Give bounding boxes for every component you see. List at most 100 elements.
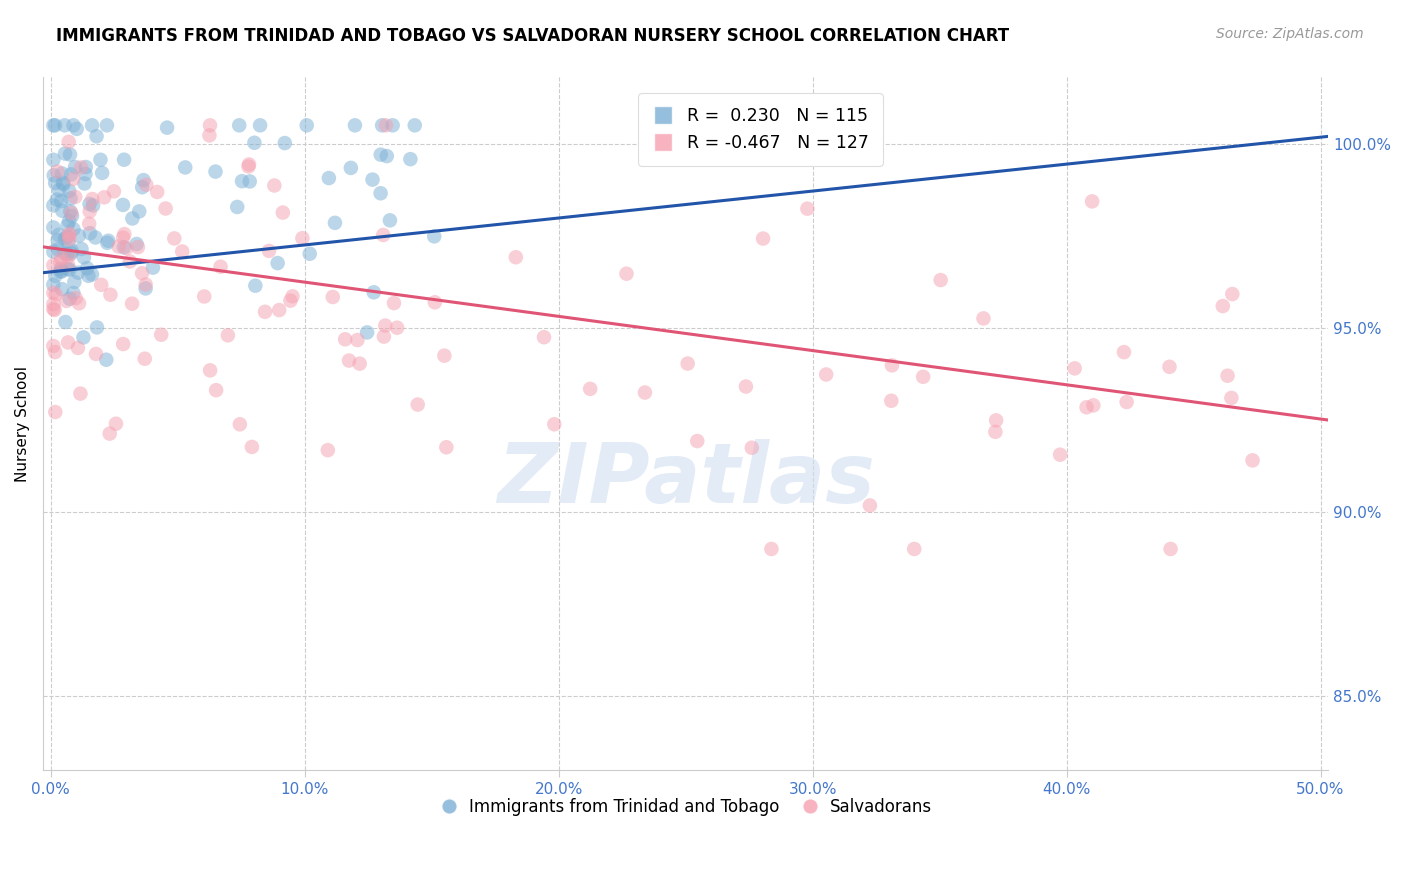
Point bbox=[375, 149, 398, 163]
Point bbox=[240, 440, 263, 454]
Point bbox=[67, 266, 90, 280]
Point bbox=[676, 357, 699, 371]
Text: IMMIGRANTS FROM TRINIDAD AND TOBAGO VS SALVADORAN NURSERY SCHOOL CORRELATION CHA: IMMIGRANTS FROM TRINIDAD AND TOBAGO VS S… bbox=[56, 27, 1010, 45]
Point bbox=[533, 330, 555, 344]
Point bbox=[340, 161, 363, 175]
Point bbox=[135, 178, 157, 192]
Point bbox=[373, 329, 395, 343]
Point bbox=[174, 161, 197, 175]
Point bbox=[42, 258, 65, 272]
Point bbox=[44, 405, 66, 419]
Point bbox=[65, 190, 87, 204]
Point bbox=[58, 228, 80, 243]
Point bbox=[59, 147, 82, 161]
Point bbox=[58, 236, 80, 251]
Point bbox=[112, 337, 135, 351]
Point bbox=[75, 167, 97, 181]
Point bbox=[56, 219, 79, 233]
Point bbox=[82, 192, 104, 206]
Point bbox=[118, 254, 141, 268]
Point bbox=[112, 240, 135, 254]
Point bbox=[198, 363, 221, 377]
Point bbox=[44, 268, 66, 283]
Point bbox=[163, 231, 186, 245]
Point bbox=[51, 264, 73, 278]
Point bbox=[80, 268, 103, 282]
Point bbox=[231, 174, 253, 188]
Point bbox=[1212, 299, 1234, 313]
Point bbox=[239, 174, 262, 188]
Point bbox=[1220, 287, 1243, 301]
Point bbox=[45, 193, 67, 207]
Point bbox=[815, 368, 838, 382]
Point bbox=[42, 169, 65, 183]
Point bbox=[44, 176, 66, 190]
Point bbox=[245, 278, 267, 293]
Point bbox=[406, 398, 429, 412]
Point bbox=[125, 237, 148, 252]
Point bbox=[378, 213, 401, 227]
Point bbox=[205, 383, 228, 397]
Point bbox=[373, 227, 395, 242]
Point bbox=[281, 289, 304, 303]
Point bbox=[49, 262, 72, 277]
Point bbox=[423, 295, 446, 310]
Point bbox=[253, 305, 276, 319]
Point bbox=[53, 119, 76, 133]
Point bbox=[42, 285, 65, 300]
Point bbox=[984, 425, 1007, 439]
Point bbox=[100, 287, 122, 301]
Point bbox=[156, 120, 179, 135]
Point bbox=[1083, 398, 1105, 412]
Point bbox=[44, 119, 66, 133]
Text: Source: ZipAtlas.com: Source: ZipAtlas.com bbox=[1216, 27, 1364, 41]
Point bbox=[121, 296, 143, 310]
Point bbox=[752, 231, 775, 245]
Point bbox=[96, 119, 118, 133]
Point bbox=[60, 206, 83, 220]
Point bbox=[363, 285, 385, 300]
Point bbox=[42, 244, 65, 259]
Point bbox=[103, 185, 125, 199]
Point bbox=[1049, 448, 1071, 462]
Point bbox=[217, 328, 239, 343]
Point bbox=[97, 234, 120, 248]
Point bbox=[51, 167, 73, 181]
Point bbox=[62, 119, 84, 133]
Point bbox=[796, 202, 818, 216]
Point bbox=[56, 247, 79, 261]
Point bbox=[929, 273, 952, 287]
Point bbox=[271, 205, 294, 219]
Point bbox=[96, 235, 118, 250]
Point bbox=[112, 230, 135, 244]
Point bbox=[291, 231, 314, 245]
Point bbox=[1216, 368, 1239, 383]
Point bbox=[65, 291, 87, 305]
Point bbox=[80, 119, 103, 133]
Point bbox=[59, 191, 82, 205]
Point bbox=[735, 379, 758, 393]
Point bbox=[89, 153, 111, 167]
Point bbox=[112, 227, 135, 241]
Point bbox=[198, 128, 221, 143]
Point bbox=[880, 393, 903, 408]
Point bbox=[46, 243, 69, 257]
Point bbox=[111, 198, 134, 212]
Point bbox=[243, 136, 266, 150]
Point bbox=[84, 347, 107, 361]
Point bbox=[972, 311, 994, 326]
Point bbox=[131, 180, 153, 194]
Point bbox=[52, 178, 75, 192]
Point bbox=[67, 228, 90, 243]
Point bbox=[44, 345, 66, 359]
Point bbox=[361, 172, 384, 186]
Legend: Immigrants from Trinidad and Tobago, Salvadorans: Immigrants from Trinidad and Tobago, Sal… bbox=[432, 789, 941, 824]
Point bbox=[1159, 359, 1181, 374]
Point bbox=[880, 359, 903, 373]
Point bbox=[42, 301, 65, 316]
Point bbox=[984, 413, 1007, 427]
Point bbox=[1076, 401, 1098, 415]
Point bbox=[55, 293, 77, 308]
Point bbox=[63, 160, 86, 174]
Point bbox=[343, 119, 366, 133]
